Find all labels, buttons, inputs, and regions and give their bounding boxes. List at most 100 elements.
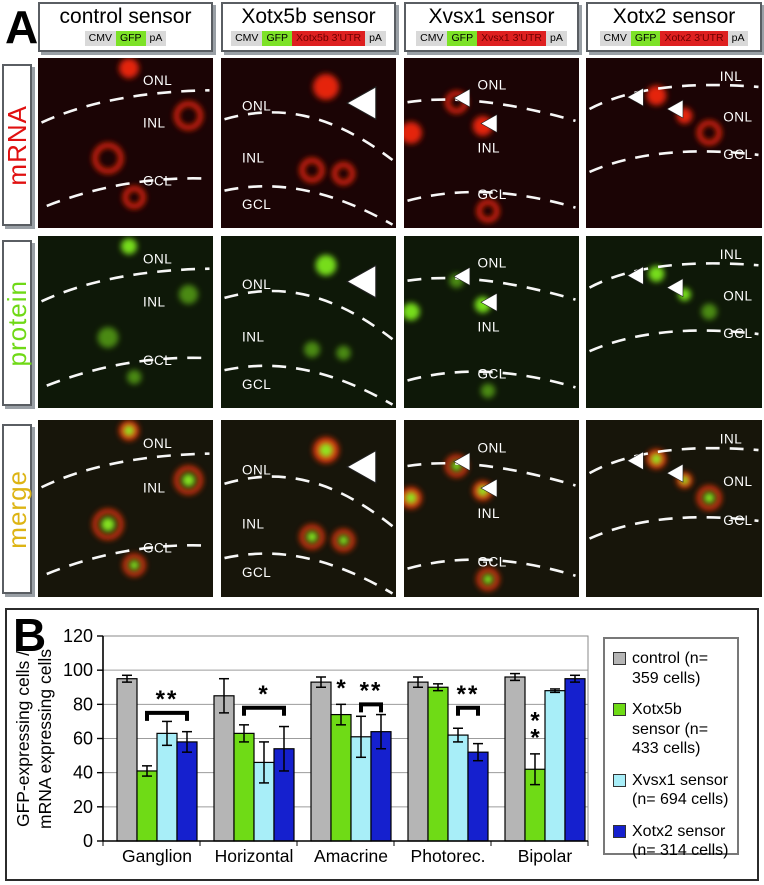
micrograph-background (404, 236, 579, 408)
mrna-signal (646, 85, 667, 106)
legend-entry-3: Xotx2 sensor (n= 314 cells) (613, 822, 733, 861)
micrograph-image: ONL INL GCL (38, 236, 213, 408)
bar-2-0 (156, 732, 178, 842)
legend-entry-1: Xotx5b sensor (n= 433 cells) (613, 700, 733, 759)
gfp-signal (648, 265, 665, 282)
layer-boundary-dashed-line (407, 98, 576, 123)
y-axis-label: GFP-expressing cells / (13, 651, 33, 827)
mrna-signal (122, 185, 146, 209)
merge-signal-gfp (318, 442, 334, 458)
layer-label: GCL (478, 367, 507, 382)
arrowhead-icon (666, 463, 684, 483)
layer-boundary-dashed-line (46, 356, 210, 387)
layer-label: INL (143, 480, 166, 495)
layer-boundary-dashed-line (407, 276, 576, 301)
row-label-merge: merge (2, 424, 32, 594)
micrograph-merge-col1: ONL INL GCL (38, 420, 213, 597)
layer-label: ONL (143, 73, 172, 88)
bar-3-3 (467, 751, 489, 842)
legend-label: control (n= 359 cells) (632, 650, 709, 687)
bar-0-0 (116, 678, 138, 842)
y-tick-label: 100 (63, 660, 93, 680)
bar-0-1 (213, 695, 235, 842)
merge-signal-gfp (703, 492, 715, 504)
layer-label: INL (143, 116, 166, 131)
construct-box-gfp: GFP (630, 30, 661, 46)
layer-label: ONL (143, 251, 172, 266)
merge-signal-gfp (483, 574, 493, 585)
micrograph-background (404, 58, 579, 228)
merge-signal-gfp (129, 560, 140, 571)
layer-boundary-dashed-line (589, 150, 759, 174)
construct-diagram: CMV GFP Xvsx1 3'UTR pA (416, 30, 567, 46)
sensor-title: Xotx2 sensor (612, 5, 736, 28)
bar-0-2 (310, 681, 332, 842)
layer-boundary-dashed-line (40, 452, 210, 489)
layer-label: ONL (478, 256, 507, 271)
row-label-text: mRNA (1, 104, 32, 186)
arrowhead-icon (626, 87, 644, 107)
arrowhead-icon (480, 113, 498, 133)
layer-boundary-dashed-line (40, 89, 210, 124)
micrograph-merge-col2: ONL INL GCL (221, 420, 396, 597)
construct-box-gfp: GFP (115, 30, 146, 46)
construct-box-cmv: CMV (84, 30, 116, 46)
y-tick-label: 40 (73, 763, 93, 783)
layer-label: GCL (143, 353, 172, 368)
panel-b-box: B Ganglion Horizontal Amacrine Photorec. Bip… (5, 608, 759, 881)
layer-label: GCL (723, 147, 752, 162)
construct-box-cmv: CMV (416, 30, 448, 46)
micrograph-protein-col4: INL ONL GCL (586, 236, 762, 408)
bar-3-4 (564, 678, 586, 842)
merge-signal-gfp (650, 453, 662, 465)
gfp-signal (127, 369, 142, 385)
significance-stars: * (530, 707, 540, 734)
layer-label: INL (720, 247, 743, 262)
bar-0-3 (407, 681, 429, 842)
significance-stars: * (530, 724, 540, 751)
layer-label: INL (242, 330, 265, 345)
micrograph-merge-col4: INL ONL GCL (586, 420, 762, 597)
layer-label: ONL (723, 474, 752, 489)
legend-swatch (613, 652, 626, 665)
gfp-signal (480, 383, 496, 398)
layer-label: ONL (478, 440, 507, 455)
legend-swatch (613, 824, 626, 838)
construct-diagram: CMV GFP pA (84, 30, 167, 46)
merge-signal (332, 528, 355, 552)
layer-label: GCL (478, 187, 507, 202)
layer-label: INL (242, 517, 265, 532)
gfp-signal (336, 345, 351, 361)
sensor-title: Xotx5b sensor (241, 5, 376, 28)
micrograph-image: ONL INL GCL (404, 420, 579, 597)
layer-boundary-dashed-line (224, 111, 394, 162)
micrograph-mRNA-col4: INL ONL GCL (586, 58, 762, 228)
y-tick-label: 60 (73, 729, 93, 749)
gfp-signal (315, 254, 337, 276)
significance-bracket (242, 705, 286, 716)
layer-label: ONL (723, 110, 752, 125)
mrna-signal (696, 120, 722, 146)
micrograph-merge-col3: ONL INL GCL (404, 420, 579, 597)
merge-signal (174, 465, 203, 495)
significance-stars: ** (457, 681, 480, 708)
layer-label: GCL (242, 377, 271, 392)
bar-0-4 (504, 676, 526, 842)
layer-boundary-dashed-line (588, 515, 759, 540)
legend-swatch (613, 773, 626, 787)
mrna-signal (476, 199, 500, 223)
bar-3-0 (176, 741, 198, 842)
gfp-signal (404, 302, 420, 321)
layer-label: ONL (242, 463, 271, 478)
layer-boundary-dashed-line (224, 289, 394, 341)
layer-label: ONL (478, 77, 507, 92)
construct-box-gfp: GFP (447, 30, 478, 46)
bar-1-1 (233, 732, 255, 842)
layer-label: INL (478, 319, 501, 334)
layer-boundary-dashed-line (224, 364, 394, 406)
merge-signal (122, 553, 146, 577)
category-label: Ganglion (122, 846, 192, 866)
arrowhead-icon (453, 452, 471, 472)
merge-signal-gfp (123, 425, 135, 437)
layer-boundary-dashed-line (407, 190, 576, 209)
